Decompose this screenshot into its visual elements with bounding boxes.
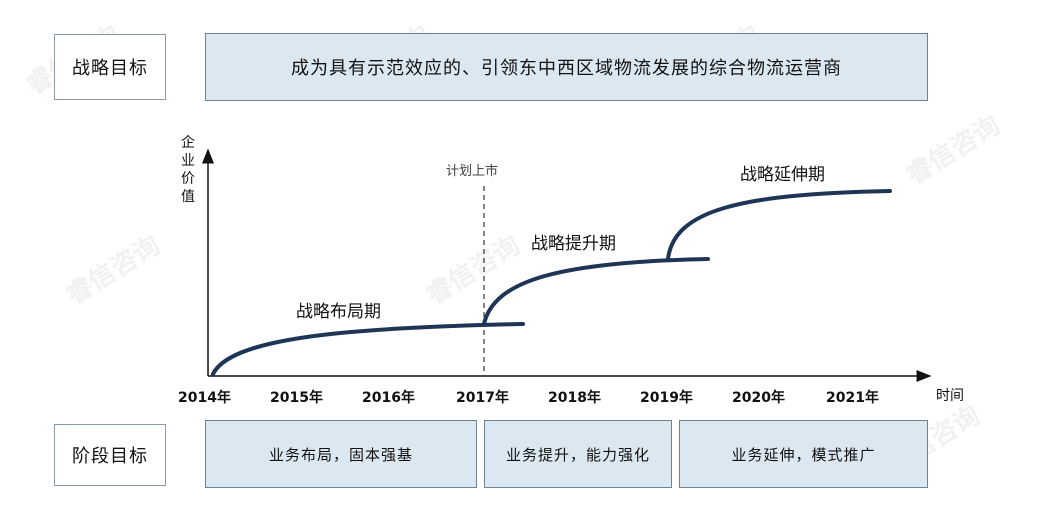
year-2016: 2016年 (362, 389, 415, 406)
y-axis-label-3: 价 (181, 171, 195, 187)
year-2018: 2018年 (548, 389, 601, 406)
stage-3-text: 业务延伸，模式推广 (731, 445, 876, 464)
year-2014: 2014年 (178, 389, 231, 406)
stage-1-panel: 业务布局，固本强基 (205, 420, 477, 488)
phase-1-label: 战略布局期 (296, 302, 381, 322)
ipo-marker-label: 计划上市 (446, 163, 498, 179)
strategy-goal-panel: 成为具有示范效应的、引领东中西区域物流发展的综合物流运营商 (205, 33, 928, 101)
y-axis-label-2: 业 (181, 153, 195, 169)
year-2019: 2019年 (640, 389, 693, 406)
y-axis-label-4: 值 (181, 189, 195, 205)
strategy-label: 战略目标 (54, 34, 166, 100)
stage-2-text: 业务提升，能力强化 (505, 445, 650, 464)
stage-3-panel: 业务延伸，模式推广 (679, 420, 928, 488)
strategy-goal-text: 成为具有示范效应的、引领东中西区域物流发展的综合物流运营商 (291, 58, 842, 79)
phase-3-curve (666, 189, 892, 261)
stage-1-text: 业务布局，固本强基 (268, 445, 413, 464)
strategy-label-text: 战略目标 (72, 58, 148, 79)
y-axis-label-1: 企 (181, 134, 195, 151)
stages-label: 阶段目标 (54, 424, 166, 486)
phase-2-curve (482, 257, 710, 326)
phase-3-label: 战略延伸期 (740, 165, 825, 185)
stages-label-text: 阶段目标 (72, 446, 148, 467)
phase-2-label: 战略提升期 (531, 234, 616, 254)
stage-2-panel: 业务提升，能力强化 (484, 420, 672, 488)
year-2017: 2017年 (456, 389, 509, 406)
phase-1-curve (211, 322, 525, 376)
year-2021: 2021年 (826, 389, 879, 406)
year-2015: 2015年 (270, 389, 323, 406)
x-axis-label: 时间 (936, 388, 964, 404)
year-2020: 2020年 (732, 389, 785, 406)
